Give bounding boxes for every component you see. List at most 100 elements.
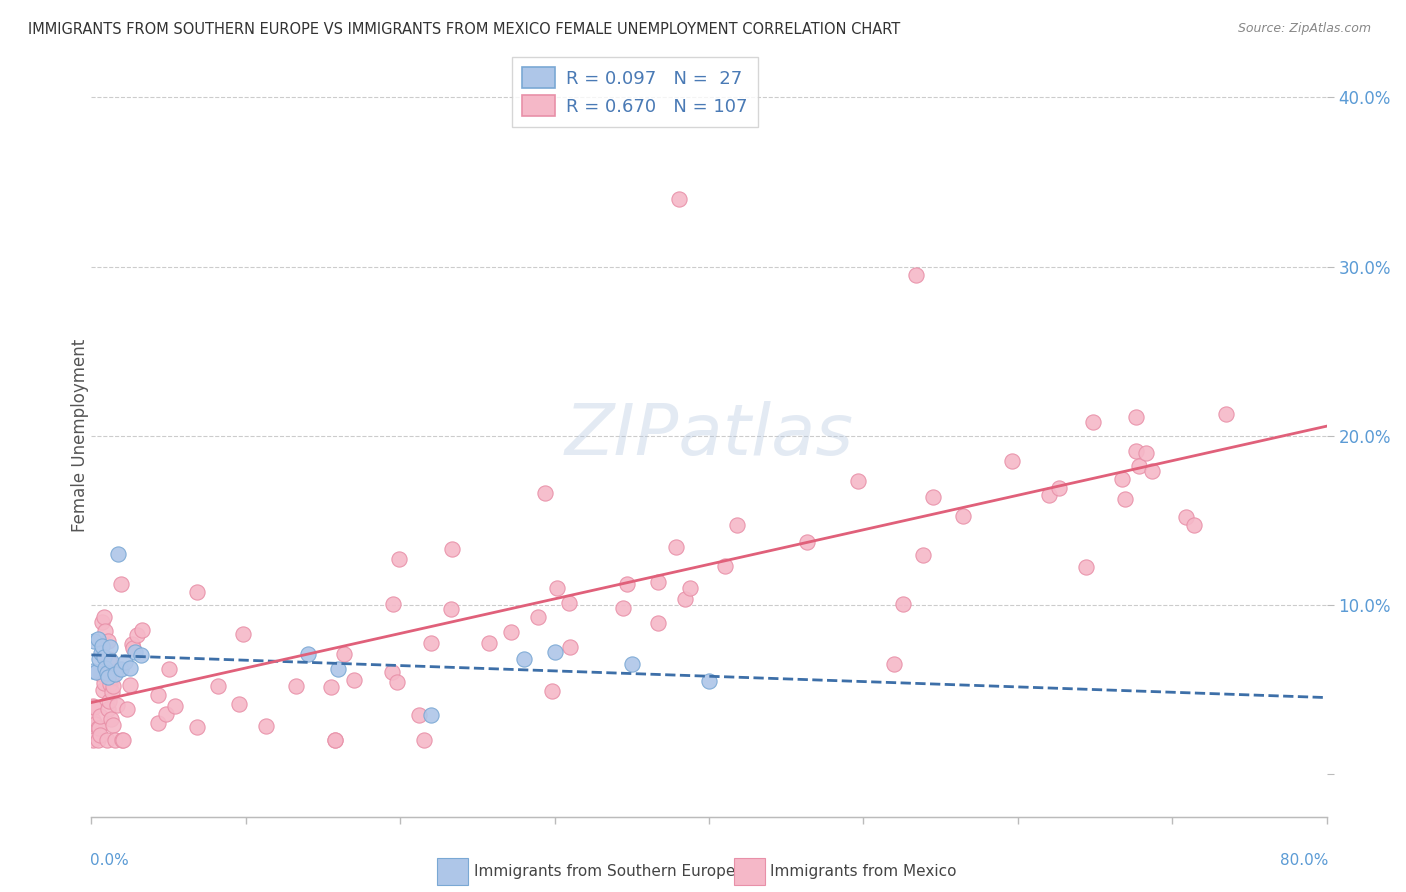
Point bbox=[796, 535, 818, 549]
Point bbox=[100, 654, 122, 668]
Point bbox=[101, 685, 124, 699]
Point bbox=[155, 706, 177, 721]
Point bbox=[84, 716, 107, 731]
Point bbox=[647, 575, 669, 590]
Point bbox=[558, 640, 581, 655]
Point bbox=[94, 660, 117, 674]
Point bbox=[129, 648, 152, 662]
Point bbox=[103, 667, 125, 681]
Point bbox=[146, 716, 169, 731]
Point bbox=[110, 662, 132, 676]
Point bbox=[97, 694, 120, 708]
Point bbox=[546, 582, 568, 596]
Point bbox=[1125, 409, 1147, 424]
Point bbox=[697, 674, 720, 689]
Point bbox=[1114, 491, 1136, 506]
Point bbox=[118, 678, 141, 692]
Point bbox=[1111, 472, 1133, 486]
Point bbox=[114, 655, 136, 669]
Legend: R = 0.097   N =  27, R = 0.670   N = 107: R = 0.097 N = 27, R = 0.670 N = 107 bbox=[512, 56, 758, 128]
Point bbox=[87, 721, 110, 735]
Point bbox=[673, 591, 696, 606]
Point bbox=[96, 733, 118, 747]
Point bbox=[381, 665, 404, 679]
Point bbox=[111, 733, 134, 747]
Point bbox=[93, 650, 115, 665]
Point bbox=[440, 602, 463, 616]
Point bbox=[122, 640, 145, 655]
Text: Immigrants from Southern Europe: Immigrants from Southern Europe bbox=[474, 864, 735, 879]
Point bbox=[98, 652, 121, 666]
Point bbox=[501, 625, 523, 640]
Point bbox=[84, 665, 107, 679]
Point bbox=[124, 645, 146, 659]
Point bbox=[714, 559, 737, 574]
Point bbox=[93, 610, 115, 624]
Point bbox=[541, 684, 564, 698]
Point bbox=[125, 628, 148, 642]
Point bbox=[558, 596, 581, 610]
Point bbox=[319, 681, 342, 695]
Point bbox=[100, 671, 122, 685]
Point bbox=[87, 733, 110, 747]
Point bbox=[163, 699, 186, 714]
Point bbox=[620, 657, 643, 672]
Point bbox=[97, 671, 120, 685]
Point bbox=[284, 679, 307, 693]
Point bbox=[1182, 518, 1205, 533]
Point bbox=[98, 677, 121, 691]
Point bbox=[1135, 445, 1157, 459]
Point bbox=[325, 733, 347, 747]
Point bbox=[408, 708, 430, 723]
Point bbox=[207, 679, 229, 693]
Point bbox=[385, 675, 408, 690]
Point bbox=[526, 609, 548, 624]
Point bbox=[96, 665, 118, 680]
Point bbox=[420, 708, 443, 723]
Point bbox=[100, 712, 122, 726]
Point bbox=[891, 597, 914, 611]
Point bbox=[89, 728, 111, 742]
Point bbox=[612, 601, 634, 615]
Point bbox=[101, 679, 124, 693]
Point bbox=[93, 682, 115, 697]
Point bbox=[543, 645, 565, 659]
Point bbox=[343, 673, 366, 687]
Point bbox=[922, 490, 945, 504]
Point bbox=[665, 540, 688, 554]
Text: IMMIGRANTS FROM SOUTHERN EUROPE VS IMMIGRANTS FROM MEXICO FEMALE UNEMPLOYMENT CO: IMMIGRANTS FROM SOUTHERN EUROPE VS IMMIG… bbox=[28, 22, 900, 37]
Point bbox=[478, 636, 501, 650]
Point bbox=[228, 698, 250, 712]
Point bbox=[115, 702, 138, 716]
Point bbox=[1215, 407, 1237, 421]
Point bbox=[333, 647, 356, 661]
Point bbox=[904, 268, 927, 282]
Text: ZIPatlas: ZIPatlas bbox=[565, 401, 853, 470]
Point bbox=[1038, 487, 1060, 501]
Point bbox=[412, 733, 434, 747]
Point bbox=[93, 663, 115, 677]
Point bbox=[93, 676, 115, 690]
Point bbox=[110, 576, 132, 591]
Point bbox=[121, 637, 143, 651]
Point bbox=[381, 597, 404, 611]
Point bbox=[90, 667, 112, 681]
Point bbox=[512, 652, 534, 666]
Point bbox=[533, 485, 555, 500]
Point bbox=[328, 662, 350, 676]
Point bbox=[146, 688, 169, 702]
Point bbox=[725, 518, 748, 533]
Point bbox=[87, 721, 110, 735]
Point bbox=[83, 699, 105, 714]
Point bbox=[89, 709, 111, 723]
Point bbox=[883, 657, 905, 672]
Point bbox=[1128, 458, 1150, 473]
Point bbox=[91, 639, 114, 653]
Point bbox=[254, 718, 277, 732]
Point bbox=[647, 615, 669, 630]
Point bbox=[440, 541, 463, 556]
Point bbox=[98, 640, 121, 655]
Point bbox=[82, 713, 104, 727]
Point bbox=[107, 547, 129, 561]
Point bbox=[86, 632, 108, 647]
